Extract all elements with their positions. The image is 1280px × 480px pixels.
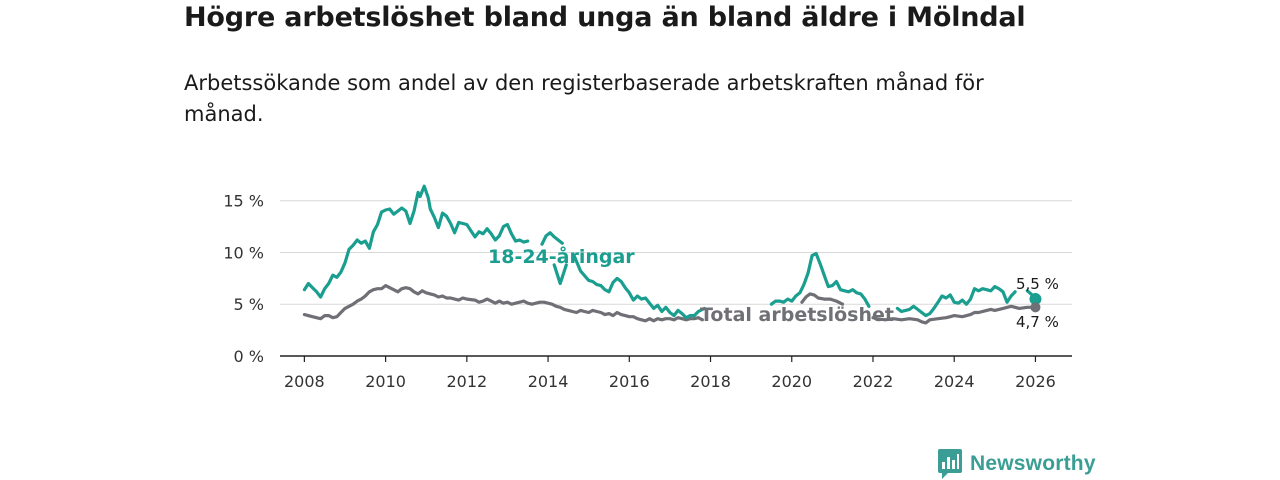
series-label-total: Total arbetslöshet — [700, 304, 894, 326]
newsworthy-brand[interactable]: Newsworthy — [938, 449, 1096, 479]
series-line-youth-0 — [302, 184, 530, 299]
series-line-youth-2 — [552, 263, 568, 286]
x-tick-label: 2012 — [446, 372, 487, 391]
series-endpoint-youth — [1029, 293, 1042, 306]
x-tick-label: 2018 — [690, 372, 731, 391]
x-tick-label: 2010 — [365, 372, 406, 391]
series-line-youth-4 — [769, 251, 871, 308]
x-tick-label: 2020 — [771, 372, 812, 391]
series-line-total-1 — [800, 292, 845, 306]
series-line-youth-5 — [895, 285, 1017, 318]
end-label-total: 4,7 % — [1016, 313, 1059, 331]
series-line-youth-1 — [540, 231, 564, 246]
series-line-youth-3 — [572, 255, 706, 320]
y-axis-ticks: 0 % 5 % 10 % 15 % — [223, 192, 264, 366]
series-lines — [302, 184, 1042, 325]
series-label-youth: 18-24-åringar — [488, 244, 635, 268]
x-tick-label: 2016 — [609, 372, 650, 391]
newsworthy-logo-icon — [938, 449, 962, 479]
series-line-total-2 — [871, 304, 1037, 325]
y-tick-label: 10 % — [223, 243, 264, 262]
y-tick-label: 5 % — [234, 295, 264, 314]
x-tick-label: 2014 — [528, 372, 569, 391]
x-tick-label: 2026 — [1015, 372, 1056, 391]
x-axis: 2008 2010 2012 2014 2016 2018 2020 2022 2024 2026 — [280, 355, 1072, 391]
x-tick-label: 2008 — [284, 372, 325, 391]
chart-title: Högre arbetslöshet bland unga än bland ä… — [184, 2, 1026, 33]
x-tick-label: 2024 — [934, 372, 975, 391]
x-tick-label: 2022 — [853, 372, 894, 391]
series-line-total-0 — [302, 284, 704, 323]
grid-lines — [280, 200, 1072, 305]
series-labels: 18-24-åringar Total arbetslöshet 5,5 % 4,7 … — [488, 244, 1059, 331]
end-label-youth: 5,5 % — [1016, 275, 1059, 293]
series-endpoint-total — [1030, 302, 1041, 313]
brand-name: Newsworthy — [970, 452, 1096, 475]
chart-subtitle: Arbetssökande som andel av den registerb… — [184, 71, 984, 126]
y-tick-label: 15 % — [223, 192, 264, 211]
y-tick-label: 0 % — [234, 347, 264, 366]
